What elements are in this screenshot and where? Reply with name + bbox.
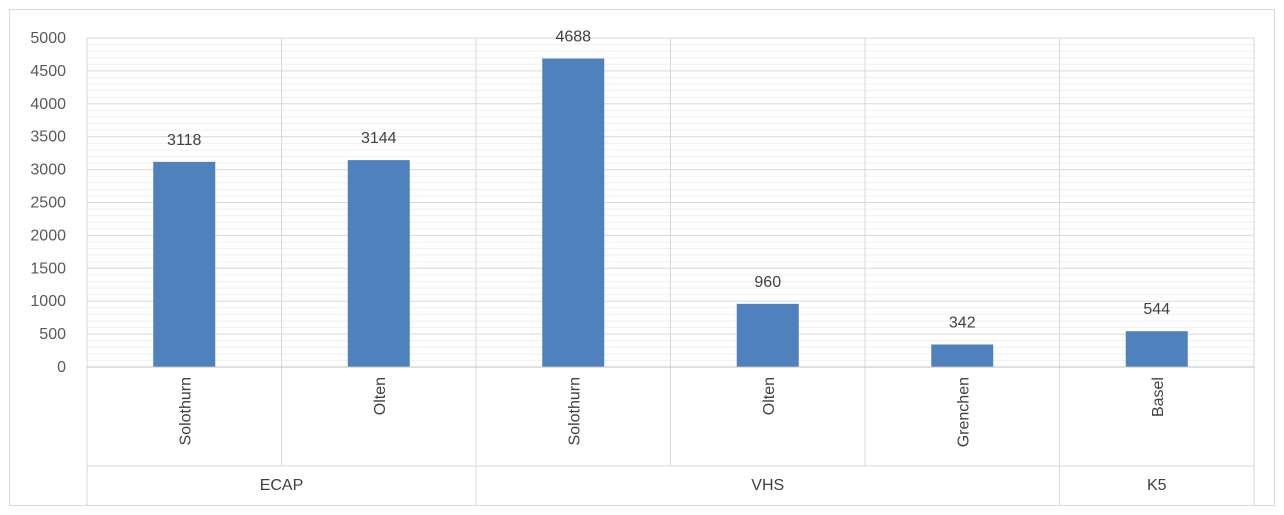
axis-layer: 0 500 1000 1500 2000 2500 3000 3500 4000 4500 5000… bbox=[30, 30, 1255, 506]
y-tick-label: 4000 bbox=[30, 96, 66, 113]
category-label: Olten bbox=[761, 377, 778, 415]
data-label: 960 bbox=[754, 274, 781, 291]
bar bbox=[347, 160, 410, 367]
y-tick-label: 0 bbox=[57, 359, 66, 376]
category-label: Basel bbox=[1150, 377, 1167, 417]
data-label: 4688 bbox=[555, 29, 591, 46]
data-label: 342 bbox=[949, 314, 976, 331]
y-tick-label: 4500 bbox=[30, 63, 66, 80]
y-tick-label: 2500 bbox=[30, 195, 66, 212]
y-tick-label: 1500 bbox=[30, 260, 66, 277]
data-label: 3118 bbox=[167, 132, 202, 149]
data-label: 544 bbox=[1143, 301, 1170, 318]
group-label: ECAP bbox=[260, 477, 304, 494]
chart-frame bbox=[9, 9, 1275, 506]
group-label: K5 bbox=[1147, 477, 1167, 494]
group-label: VHS bbox=[751, 477, 784, 494]
y-tick-label: 1000 bbox=[30, 293, 66, 310]
bar bbox=[736, 303, 799, 367]
bars-layer bbox=[153, 58, 1188, 367]
category-label: Solothurn bbox=[177, 377, 194, 446]
category-label: Olten bbox=[372, 377, 389, 415]
bar bbox=[542, 58, 605, 367]
category-label: Solothurn bbox=[566, 377, 583, 446]
y-tick-label: 3000 bbox=[30, 162, 66, 179]
bar bbox=[1125, 331, 1188, 367]
y-tick-label: 2000 bbox=[30, 227, 66, 244]
labels-layer: 3118 3144 4688 960 342 544 bbox=[167, 29, 1170, 332]
bar bbox=[153, 161, 216, 367]
y-tick-label: 5000 bbox=[30, 30, 66, 47]
bar bbox=[931, 344, 994, 367]
y-tick-label: 500 bbox=[39, 326, 66, 343]
data-label: 3144 bbox=[361, 130, 397, 147]
y-tick-label: 3500 bbox=[30, 129, 66, 146]
category-label: Grenchen bbox=[955, 377, 972, 447]
